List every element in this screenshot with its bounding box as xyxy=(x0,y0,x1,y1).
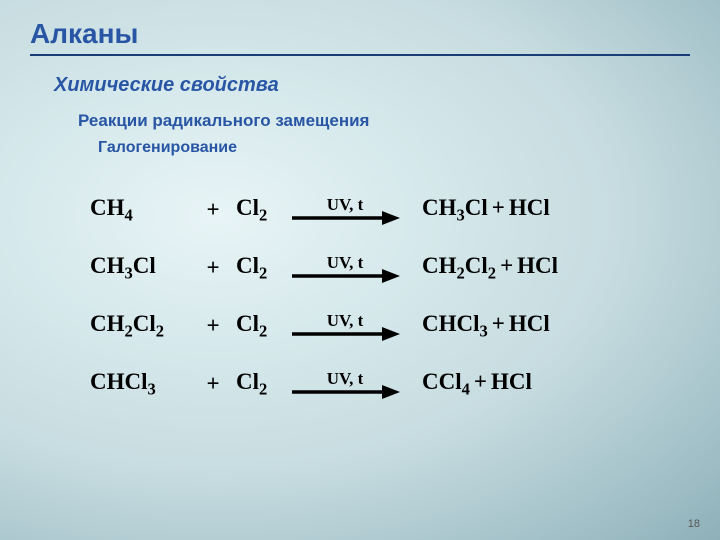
reactant-2: Cl2 xyxy=(236,369,280,400)
reactant-1: CH2Cl2 xyxy=(90,311,190,342)
reaction-arrow: UV, t xyxy=(280,311,410,341)
slide-title: Алканы xyxy=(30,18,690,56)
reaction-arrow: UV, t xyxy=(280,195,410,225)
plus-sign: + xyxy=(488,311,509,337)
plus-sign: + xyxy=(470,369,491,395)
reactions-block: CH4+Cl2UV, tCH3Cl+HClCH3Cl+Cl2UV, tCH2Cl… xyxy=(30,181,690,413)
slide-subsubtitle: Реакции радикального замещения xyxy=(30,111,690,131)
reactant-2: Cl2 xyxy=(236,311,280,342)
reaction-arrow: UV, t xyxy=(280,253,410,283)
page-number: 18 xyxy=(688,518,700,530)
reaction-row: CH3Cl+Cl2UV, tCH2Cl2+HCl xyxy=(90,239,690,297)
reaction-row: CHCl3+Cl2UV, tCCl4+HCl xyxy=(90,355,690,413)
products: CHCl3+HCl xyxy=(410,311,550,342)
slide: Алканы Химические свойства Реакции радик… xyxy=(0,0,720,540)
plus-sign: + xyxy=(190,371,236,397)
reactant-1: CH3Cl xyxy=(90,253,190,284)
slide-subsubsubtitle: Галогенирование xyxy=(30,139,690,157)
products: CH2Cl2+HCl xyxy=(410,253,558,284)
products: CCl4+HCl xyxy=(410,369,532,400)
reactant-2: Cl2 xyxy=(236,195,280,226)
reactant-1: CH4 xyxy=(90,195,190,226)
reaction-arrow: UV, t xyxy=(280,369,410,399)
plus-sign: + xyxy=(190,313,236,339)
products: CH3Cl+HCl xyxy=(410,195,550,226)
reaction-row: CH4+Cl2UV, tCH3Cl+HCl xyxy=(90,181,690,239)
plus-sign: + xyxy=(496,253,517,279)
reaction-row: CH2Cl2+Cl2UV, tCHCl3+HCl xyxy=(90,297,690,355)
slide-subtitle: Химические свойства xyxy=(30,74,690,97)
plus-sign: + xyxy=(190,255,236,281)
reactant-1: CHCl3 xyxy=(90,369,190,400)
reactant-2: Cl2 xyxy=(236,253,280,284)
plus-sign: + xyxy=(488,195,509,221)
plus-sign: + xyxy=(190,197,236,223)
